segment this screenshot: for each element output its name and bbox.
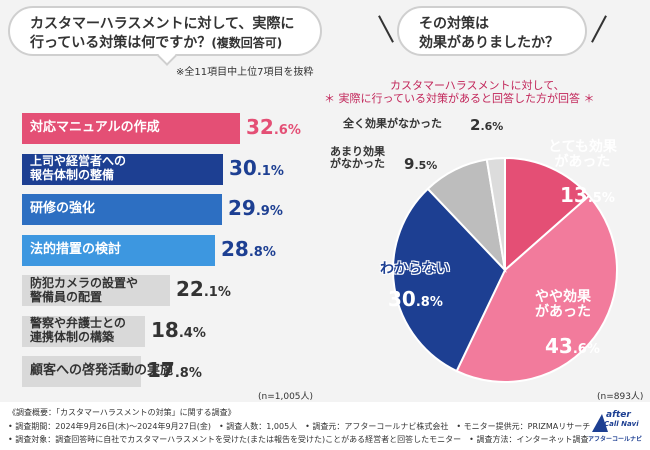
pie-slice-label-line: がなかった: [330, 157, 385, 171]
bar-value-dec: .8%: [174, 366, 202, 381]
pie-value-dec: .8%: [415, 295, 443, 310]
bar-value-label: 22.1%: [176, 277, 231, 301]
pie-slice-label-line: とても効果: [548, 139, 617, 155]
bar-label-line: 防犯カメラの設置や: [30, 275, 139, 290]
pie-value-label: 9.5%: [404, 155, 437, 173]
bar-label: 警察や弁護士との 連携体制の構築: [30, 316, 126, 347]
bar-value-int: 30: [229, 155, 257, 180]
pie-slice-label-line: 全く効果がなかった: [343, 117, 442, 130]
logo-line1: after: [606, 410, 631, 420]
pie-slice-label-line: やや効果: [535, 289, 591, 305]
footer: 《調査概要：「カスタマーハラスメントの対策」に関する調査》 • 調査期間：202…: [0, 402, 650, 450]
bar-value-label: 28.8%: [221, 237, 276, 261]
bar: [22, 194, 222, 225]
footer-line1: 《調査概要：「カスタマーハラスメントの対策」に関する調査》: [8, 408, 236, 417]
bar-value-label: 32.6%: [246, 115, 301, 139]
footer-line2: • 調査期間：2024年9月26日(木)〜2024年9月27日(金) • 調査人…: [8, 422, 591, 431]
pie-slice-label-line: があった: [535, 304, 591, 321]
pie-slice-label: 全く効果がなかった: [343, 117, 442, 130]
pie-value-int: 2: [470, 116, 481, 134]
logo-line3: アフターコールナビ: [588, 436, 643, 443]
bar-label: 研修の強化: [30, 194, 95, 225]
pie-slice-label-line: があった: [554, 154, 611, 171]
bar-label-line: 研修の強化: [30, 201, 96, 217]
bar-value-dec: .9%: [255, 204, 283, 219]
footer-line3: • 調査対象：調査回答時に自社でカスタマーハラスメントを受けた(または報告を受け…: [8, 435, 589, 444]
bar-value-int: 22: [176, 277, 204, 301]
logo-line2: Call Navi: [604, 420, 639, 428]
pie-slice: [455, 194, 618, 383]
bar-value-dec: .4%: [178, 325, 206, 341]
bar-label-line: 上司や経営者への: [30, 154, 127, 169]
sample-size-left: (n=1,005人): [258, 392, 314, 402]
bar-label-line: 対応マニュアルの作成: [30, 120, 160, 136]
bar: [22, 315, 145, 347]
bar-value-label: 30.1%: [229, 156, 284, 180]
bar-label-line: 警察や弁護士との: [30, 316, 126, 331]
bar-value-int: 29: [228, 196, 256, 220]
right-question-box: その対策は 効果がありましたか？: [397, 6, 587, 56]
bar-label: 上司や経営者への 報告体制の整備: [30, 154, 126, 185]
bar-label: 防犯カメラの設置や 警備員の配置: [30, 275, 138, 306]
pie-slice-label: とても効果 があった: [548, 139, 617, 171]
pie-value-dec: .6%: [480, 120, 504, 133]
bar-label-line: 連携体制の構築: [30, 330, 115, 344]
bar-value-label: 18.4%: [151, 318, 206, 342]
bar-label: 対応マニュアルの作成: [30, 113, 160, 144]
pie-value-int: 13: [560, 183, 588, 207]
pie-value-int: 30: [388, 287, 416, 311]
bar: [22, 153, 223, 185]
pie-slice: [504, 156, 591, 273]
pie-slice-label: わからない: [380, 261, 450, 277]
pie-slice: [485, 156, 506, 271]
bar-value-dec: .8%: [248, 244, 276, 260]
bar-value-dec: .1%: [256, 163, 284, 179]
logo-triangle-icon: [592, 414, 608, 432]
bar-value-int: 32: [246, 115, 274, 139]
bar: [22, 113, 240, 144]
bar-label-line: 警備員の配置: [30, 289, 103, 304]
bar: [22, 275, 170, 306]
aftercall-navi-logo: after Call Navi アフターコールナビ: [588, 408, 642, 444]
pie-value-dec: .5%: [587, 191, 615, 206]
pie-slice-label: やや効果 があった: [535, 289, 591, 321]
pie-slice-label-line: わからない: [380, 261, 450, 277]
bar-value-label: 29.9%: [228, 196, 283, 220]
bar: [22, 356, 141, 387]
bar-value-dec: .1%: [203, 285, 231, 300]
pie-value-label: 30.8%: [388, 288, 443, 310]
bar-label: 法的措置の検討: [30, 235, 121, 266]
bar-label-line: 報告体制の整備: [30, 168, 115, 182]
pie-value-int: 43: [545, 334, 573, 358]
bar: [22, 234, 215, 266]
pie-slice-label-line: あまり効果: [330, 145, 385, 158]
note-text: ※全11項目中上位7項目を抜粋: [176, 67, 314, 78]
pie-value-label: 2.6%: [470, 116, 503, 134]
bar-value-int: 28: [221, 236, 249, 261]
right-question-line2: 効果がありましたか？: [419, 35, 559, 51]
pie-value-dec: .5%: [414, 159, 438, 172]
bar-value-int: 18: [151, 317, 179, 342]
pie-caption-line1: カスタマーハラスメントに対して、: [390, 79, 565, 92]
bar-value-int: 17: [147, 358, 175, 382]
pie-slice-label: あまり効果 がなかった: [330, 145, 385, 171]
pie-value-dec: .6%: [572, 342, 600, 357]
pie-slice: [392, 187, 507, 373]
bar-value-label: 17.8%: [147, 358, 202, 382]
bar-label-line: 顧客への啓発活動の実施: [30, 363, 174, 379]
bar-label: 顧客への啓発活動の実施: [30, 356, 173, 387]
right-question-line1: その対策は: [419, 16, 489, 32]
left-question-line1: カスタマーハラスメントに対して、実際に: [30, 16, 295, 32]
sample-size-right: (n=893人): [597, 392, 644, 402]
pie-value-label: 13.5%: [560, 184, 615, 206]
pie-value-label: 43.6%: [545, 335, 600, 357]
bar-value-dec: .6%: [273, 123, 301, 138]
pie-value-int: 9: [404, 155, 415, 173]
bar-label-line: 法的措置の検討: [30, 241, 122, 257]
pie-caption-line2: ＊ 実際に行っている対策があると回答した方が回答 ＊: [324, 92, 595, 105]
